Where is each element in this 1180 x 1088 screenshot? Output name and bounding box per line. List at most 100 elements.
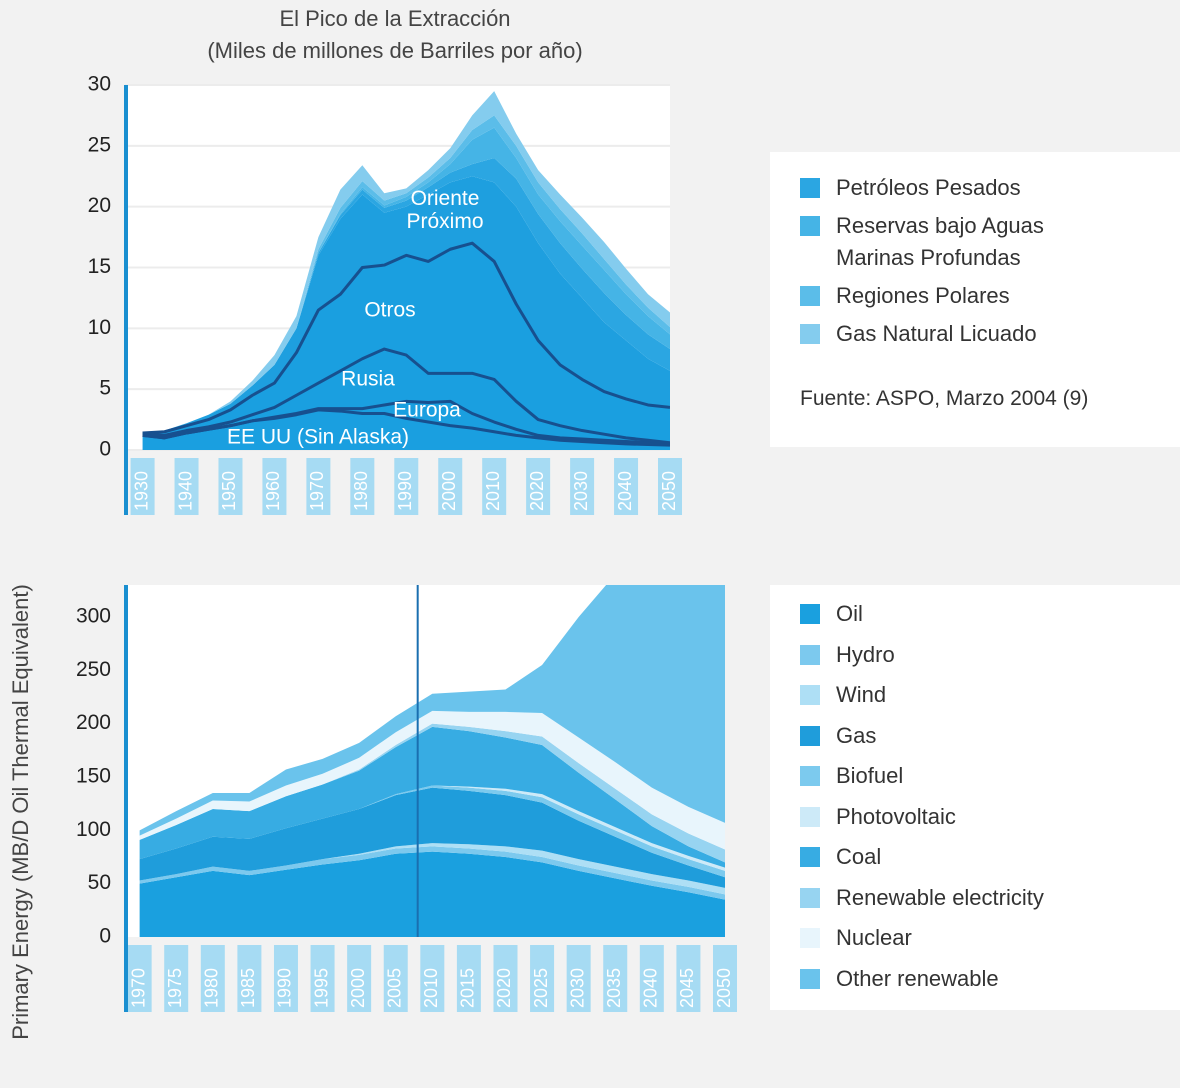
area (139, 710, 725, 850)
x-tick-label: 1985 (238, 968, 258, 1008)
x-tick-box (262, 458, 287, 515)
series-label: Otros (364, 298, 416, 322)
x-tick-label: 2035 (604, 968, 624, 1008)
x-tick-box (639, 945, 664, 1012)
area (142, 158, 670, 433)
y-tick-label: 300 (76, 605, 111, 628)
legend: Petróleos Pesados Reservas bajo Aguas Mar… (770, 152, 1180, 447)
boundary-line (142, 399, 670, 446)
x-tick-label: 1995 (311, 968, 331, 1008)
x-tick-label: 2030 (567, 968, 587, 1008)
legend-label: Reservas bajo Aguas Marinas Profundas (836, 213, 1044, 270)
legend-label: Coal (836, 844, 882, 869)
x-tick-box (676, 945, 701, 1012)
x-tick-label: 1980 (202, 968, 222, 1008)
x-tick-box (603, 945, 628, 1012)
source-note: Fuente: ASPO, Marzo 2004 (9) (800, 387, 1089, 410)
legend-entry: Petróleos Pesados (800, 172, 1180, 204)
area (142, 409, 670, 450)
area (139, 726, 725, 868)
legend-entry: Photovoltaic (800, 801, 1180, 833)
x-tick-label: 1940 (175, 471, 195, 511)
x-tick-box (566, 945, 591, 1012)
x-tick-label: 2020 (494, 968, 514, 1008)
x-tick-box (200, 945, 225, 1012)
area (142, 127, 670, 433)
legend-swatch (800, 604, 820, 624)
x-tick-box (420, 945, 445, 1012)
x-tick-box (218, 458, 243, 515)
y-tick-label: 25 (88, 133, 111, 156)
x-tick-label: 1930 (131, 471, 151, 511)
legend-swatch (800, 806, 820, 827)
legend-swatch (800, 766, 820, 786)
y-tick-label: 100 (76, 818, 111, 841)
x-tick-box (658, 458, 682, 515)
legend-label: Regiones Polares (836, 283, 1010, 308)
chart-title: El Pico de la Extracción (279, 6, 510, 31)
legend-label: Renewable electricity (836, 884, 1044, 910)
legend-label: Wind (836, 682, 887, 707)
legend: Oil Hydro Wind Gas Biofuel Photovoltaic Coal Re… (770, 585, 1180, 1010)
area (139, 787, 725, 888)
series-label: Europa (393, 398, 461, 422)
area (142, 176, 670, 433)
x-tick-label: 2005 (384, 968, 404, 1008)
x-tick-box (164, 945, 189, 1012)
legend-label: Oil (836, 601, 863, 626)
y-tick-label: 0 (99, 925, 111, 948)
legend-swatch (800, 887, 820, 908)
legend-label: Other renewable (836, 965, 999, 991)
series-label: Rusia (341, 367, 395, 391)
x-tick-box (438, 458, 463, 515)
legend-entry: Coal (800, 841, 1180, 873)
legend-swatch (800, 286, 820, 306)
legend-entry: Reservas bajo Aguas Marinas Profundas (800, 210, 1180, 274)
legend-entry: Hydro (800, 639, 1180, 671)
legend-entry: Other renewable (800, 963, 1180, 995)
legend-swatch (800, 685, 820, 705)
x-tick-label: 1950 (219, 471, 239, 511)
x-tick-box (570, 458, 595, 515)
x-tick-box (127, 945, 152, 1012)
legend-swatch (800, 725, 820, 746)
x-tick-label: 2040 (615, 471, 635, 511)
areas (142, 91, 670, 450)
x-tick-label: 2010 (483, 471, 503, 511)
y-tick-label: 10 (88, 316, 111, 339)
x-tick-box (273, 945, 298, 1012)
x-tick-box (526, 458, 551, 515)
x-tick-box (394, 458, 419, 515)
area (139, 723, 725, 863)
x-tick-box (310, 945, 335, 1012)
x-tick-box (130, 458, 155, 515)
area (139, 585, 725, 836)
boundary-line (142, 347, 670, 445)
legend-swatch (800, 644, 820, 665)
y-tick-label: 15 (88, 255, 111, 278)
legend-entry: Biofuel (800, 760, 1180, 792)
legend-swatch (800, 216, 820, 236)
x-tick-label: 2000 (348, 968, 368, 1008)
x-tick-box (482, 458, 507, 515)
legend-swatch (800, 928, 820, 948)
x-tick-label: 2025 (531, 968, 551, 1008)
x-tick-box (306, 458, 331, 515)
legend-entry: Oil (800, 598, 1180, 630)
legend-entry: Gas Natural Licuado (800, 318, 1180, 350)
area (139, 851, 725, 937)
legend-swatch (800, 324, 820, 344)
x-tick-box (174, 458, 199, 515)
x-tick-label: 2000 (439, 471, 459, 511)
legend-label: Hydro (836, 641, 895, 667)
x-tick-label: 2020 (527, 471, 547, 511)
x-tick-box (530, 945, 555, 1012)
y-axis-title: Primary Energy (MB/D Oil Thermal Equival… (8, 584, 33, 1040)
area (142, 91, 670, 433)
y-tick-label: 200 (76, 711, 111, 734)
legend-entry: Regiones Polares (800, 280, 1180, 312)
legend-label: Petróleos Pesados (836, 175, 1021, 200)
legend-swatch (800, 178, 820, 198)
boundary-line (142, 241, 670, 435)
